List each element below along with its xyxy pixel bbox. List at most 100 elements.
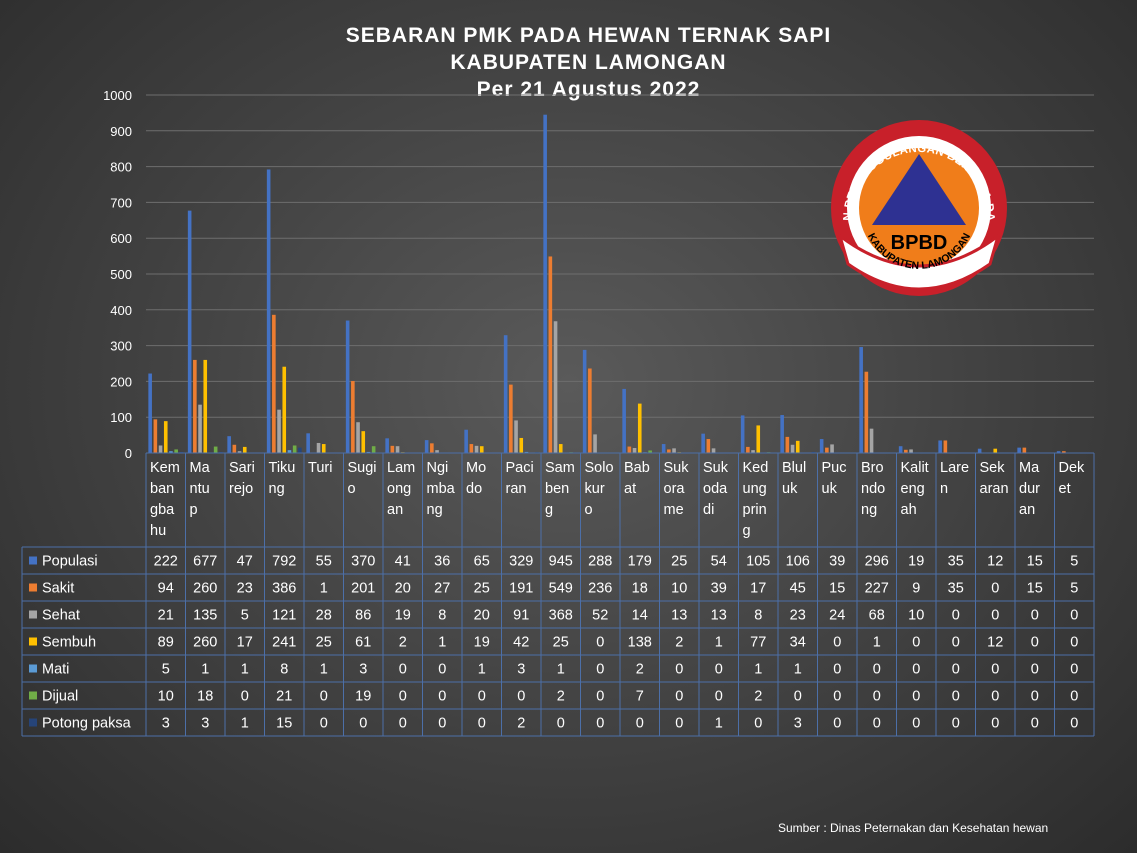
bar (514, 420, 518, 453)
data-table-value: 23 (237, 581, 253, 597)
bar (790, 444, 795, 453)
y-tick-label: 200 (110, 374, 132, 389)
data-table-value: 47 (237, 554, 253, 570)
data-table-value: 0 (1070, 635, 1078, 651)
x-category-label: Sugi (348, 460, 377, 476)
data-table-value: 19 (395, 608, 411, 624)
x-category-label: Suk (664, 460, 690, 476)
data-table-value: 17 (750, 581, 766, 597)
data-table-value: 15 (276, 716, 292, 732)
x-category-label: Kem (150, 460, 180, 476)
y-tick-label: 100 (110, 410, 132, 425)
bar (711, 448, 716, 453)
logo-triangle (872, 154, 966, 225)
data-table-value: 0 (636, 716, 644, 732)
data-table-value: 0 (873, 716, 881, 732)
data-table-value: 3 (794, 716, 802, 732)
data-table-value: 3 (517, 662, 525, 678)
legend-label: Sehat (42, 608, 80, 624)
y-tick-label: 0 (125, 446, 132, 461)
x-category-label: Ked (743, 460, 769, 476)
bar (582, 349, 587, 453)
y-tick-label: 400 (110, 303, 132, 318)
bar (701, 433, 705, 453)
bar (780, 415, 784, 453)
data-table-value: 241 (272, 635, 296, 651)
data-table-value: 0 (596, 635, 604, 651)
data-table-value: 3 (162, 716, 170, 732)
bar (361, 431, 366, 453)
data-table-value: 68 (869, 608, 885, 624)
bar (553, 321, 558, 453)
x-category-label: Dek (1059, 460, 1086, 476)
x-category-label: rejo (229, 481, 253, 497)
x-category-label: Kalit (901, 460, 929, 476)
bar (148, 373, 152, 453)
bar (163, 421, 168, 453)
bar (909, 449, 913, 453)
data-table-value: 5 (241, 608, 249, 624)
title-line-1: SEBARAN PMK PADA HEWAN TERNAK SAPI (345, 24, 832, 47)
data-table-value: 55 (316, 554, 332, 570)
bar (627, 446, 632, 453)
bar (667, 449, 671, 453)
legend-key (29, 583, 37, 592)
x-category-label: ung (743, 481, 767, 497)
bar (548, 256, 553, 453)
bar (509, 384, 513, 453)
bar (648, 450, 652, 453)
data-table-value: 36 (434, 554, 450, 570)
data-table-value: 0 (1070, 689, 1078, 705)
data-table-value: 0 (833, 716, 841, 732)
data-table-value: 0 (952, 608, 960, 624)
data-table-value: 23 (790, 608, 806, 624)
data-table-value: 0 (596, 716, 604, 732)
bar (588, 368, 592, 453)
data-table-value: 52 (592, 608, 608, 624)
data-table-value: 191 (509, 581, 533, 597)
bar (153, 419, 158, 453)
data-table-value: 1 (873, 635, 881, 651)
bar (1056, 451, 1061, 453)
data-table-value: 0 (557, 716, 565, 732)
data-table-value: 91 (513, 608, 529, 624)
data-table-value: 0 (399, 716, 407, 732)
bar (242, 446, 247, 453)
data-table-value: 13 (671, 608, 687, 624)
data-table-value: 0 (1031, 662, 1039, 678)
bar (158, 445, 163, 453)
x-category-label: Mo (466, 460, 486, 476)
bar (864, 371, 869, 453)
data-table-value: 0 (912, 635, 920, 651)
x-category-label: ng (269, 481, 285, 497)
y-tick-label: 700 (110, 195, 132, 210)
bar (169, 451, 173, 453)
data-table-value: 20 (395, 581, 411, 597)
data-table-value: 5 (1070, 554, 1078, 570)
data-table-value: 39 (829, 554, 845, 570)
data-table-value: 0 (912, 716, 920, 732)
data-table-value: 19 (908, 554, 924, 570)
x-category-label: prin (743, 502, 767, 518)
bar (756, 425, 761, 453)
data-table-value: 0 (596, 689, 604, 705)
x-category-label: gba (150, 502, 175, 518)
x-category-label: Lare (940, 460, 969, 476)
x-category-label: et (1059, 481, 1071, 497)
data-table-value: 386 (272, 581, 296, 597)
bar (198, 404, 202, 453)
data-table-value: 138 (628, 635, 652, 651)
data-table-value: 25 (553, 635, 569, 651)
bar (193, 359, 197, 453)
data-table-value: 1 (715, 635, 723, 651)
x-category-label: Tiku (269, 460, 296, 476)
data-table-value: 14 (632, 608, 648, 624)
legend-label: Potong paksa (42, 716, 132, 732)
data-table-value: 0 (675, 716, 683, 732)
x-category-label: an (1019, 502, 1035, 518)
data-table-value: 28 (316, 608, 332, 624)
x-category-label: do (466, 481, 482, 497)
data-table-value: 17 (237, 635, 253, 651)
bar (435, 450, 439, 453)
x-category-label: hu (150, 523, 166, 539)
